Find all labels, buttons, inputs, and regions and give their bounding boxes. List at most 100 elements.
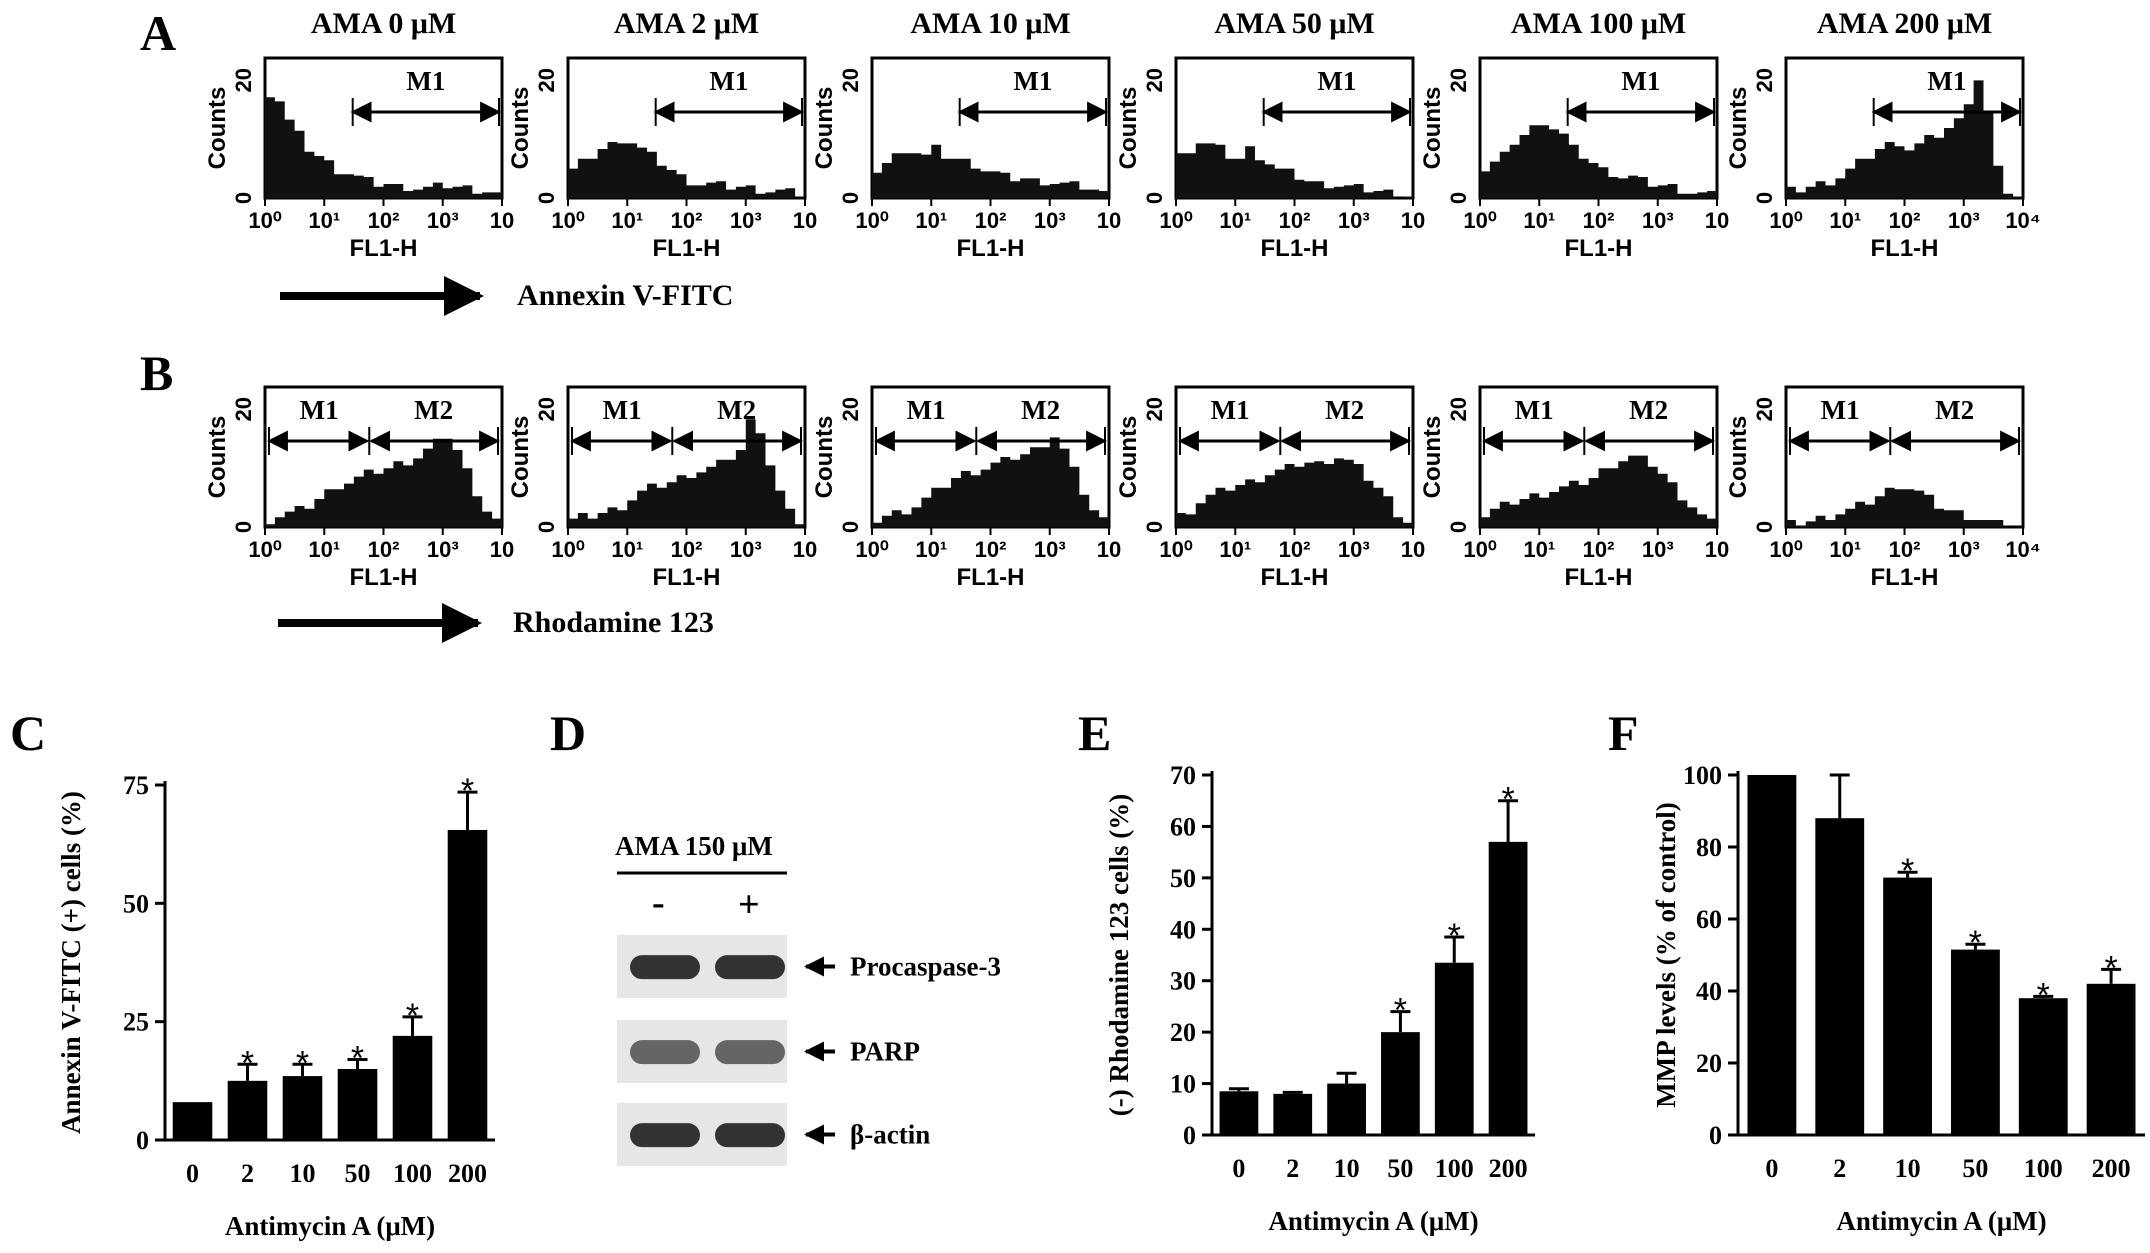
y-tick-top: 20 xyxy=(1142,397,1167,421)
histogram-fill xyxy=(1480,455,1717,527)
y-axis-label: Annexin V-FITC (+) cells (%) xyxy=(56,791,86,1134)
x-axis-label: FL1-H xyxy=(1871,235,1939,262)
y-tick-bottom: 0 xyxy=(838,192,863,204)
y-axis-label: MMP levels (% of control) xyxy=(1651,802,1681,1107)
gate-m2-label: M2 xyxy=(1325,395,1364,425)
blot-lane-plus: + xyxy=(738,884,760,926)
x-tick-label: 10² xyxy=(975,208,1007,233)
histogram-fill xyxy=(1480,125,1717,198)
x-tick-label: 50 xyxy=(345,1159,371,1188)
panel-letter-b: B xyxy=(140,345,173,401)
x-tick-label: 10 xyxy=(490,537,514,562)
y-tick-label: 0 xyxy=(1183,1121,1196,1150)
bar xyxy=(172,1102,213,1140)
bar xyxy=(1883,877,1933,1135)
y-tick-bottom: 0 xyxy=(231,521,256,533)
condition-title: AMA 2 μM xyxy=(614,7,759,40)
western-blot: AMA 150 μM - + Procaspase-3 PARP β-actin xyxy=(615,831,1001,1166)
y-tick-label: 50 xyxy=(123,889,149,918)
y-tick-label: 80 xyxy=(1696,833,1722,862)
gate-m2-label: M2 xyxy=(1021,395,1060,425)
y-tick-top: 20 xyxy=(1752,68,1777,92)
y-tick-bottom: 0 xyxy=(1752,192,1777,204)
x-tick-label: 100 xyxy=(393,1159,432,1188)
panel-letter-e: E xyxy=(1078,705,1111,761)
bar xyxy=(227,1080,268,1140)
y-tick-bottom: 0 xyxy=(1752,521,1777,533)
blot-band xyxy=(715,1040,785,1065)
x-tick-label: 10¹ xyxy=(308,208,340,233)
gate-m1-label: M1 xyxy=(1821,395,1860,425)
y-tick-label: 0 xyxy=(136,1126,149,1155)
x-tick-label: 10³ xyxy=(1642,208,1674,233)
x-tick-label: 10 xyxy=(490,208,514,233)
y-axis-label: Counts xyxy=(1725,87,1752,170)
bar xyxy=(1219,1091,1259,1135)
bar-chart-c: 0 25 50 75 0 * 2 * 10 * 50 * 100 * 200 Antimycin A (μM)… xyxy=(56,771,495,1241)
x-tick-label: 10³ xyxy=(730,208,762,233)
x-tick-label: 10¹ xyxy=(1219,537,1251,562)
y-axis-label: Counts xyxy=(1419,416,1446,499)
y-tick-bottom: 0 xyxy=(1446,192,1471,204)
band-label: Procaspase-3 xyxy=(850,952,1001,982)
gate-m1-label: M1 xyxy=(1317,66,1356,96)
blot-lane-minus: - xyxy=(652,882,665,924)
bar-chart-f: 0 20 40 60 80 100 0 2 * 10 * 50 * 100 * 200 Antimycin A … xyxy=(1651,761,2145,1236)
flow-histogram: 20 0 Counts 10⁰ 10¹ 10² 10³ 10 FL1-H M1 M2 xyxy=(1115,385,1425,591)
x-tick-label: 10² xyxy=(1889,208,1921,233)
y-axis-label: Counts xyxy=(1115,87,1142,170)
y-tick-bottom: 0 xyxy=(231,192,256,204)
y-tick-top: 20 xyxy=(838,397,863,421)
x-tick-label: 10³ xyxy=(1642,537,1674,562)
band-label: PARP xyxy=(850,1037,920,1067)
x-tick-label: 10⁰ xyxy=(1769,208,1802,233)
x-tick-label: 10⁰ xyxy=(855,537,888,562)
y-tick-top: 20 xyxy=(838,68,863,92)
y-axis-label: Counts xyxy=(204,416,231,499)
band-label: β-actin xyxy=(850,1120,930,1150)
bar xyxy=(392,1035,433,1140)
bar xyxy=(1434,962,1474,1135)
x-tick-label: 0 xyxy=(1765,1154,1778,1183)
y-axis-label: Counts xyxy=(204,87,231,170)
x-tick-label: 10³ xyxy=(730,537,762,562)
y-axis-label: (-) Rhodamine 123 cells (%) xyxy=(1104,794,1134,1116)
y-tick-bottom: 0 xyxy=(1142,192,1167,204)
panel-letter-d: D xyxy=(550,705,586,761)
blot-band xyxy=(715,955,785,980)
y-tick-label: 25 xyxy=(123,1008,149,1037)
bar xyxy=(1747,775,1797,1135)
bar-chart-e: 0 10 20 30 40 50 60 70 0 2 10 * 50 * 100 * 200 Antimycin … xyxy=(1104,761,1535,1236)
gate-m1-label: M1 xyxy=(1621,66,1660,96)
x-axis-label: FL1-H xyxy=(1871,564,1939,591)
x-tick-label: 10 xyxy=(1705,208,1729,233)
x-tick-label: 10¹ xyxy=(1523,208,1555,233)
x-tick-label: 10³ xyxy=(1948,537,1980,562)
x-tick-label: 10 xyxy=(1401,537,1425,562)
x-axis-label: Antimycin A (μM) xyxy=(1836,1206,2046,1236)
x-tick-label: 100 xyxy=(2024,1154,2063,1183)
bar xyxy=(1273,1093,1313,1135)
x-tick-label: 0 xyxy=(1232,1154,1245,1183)
y-axis-label: Counts xyxy=(811,416,838,499)
x-tick-label: 10¹ xyxy=(611,537,643,562)
x-tick-label: 10³ xyxy=(1948,208,1980,233)
blot-band xyxy=(630,955,700,980)
x-tick-label: 10³ xyxy=(427,537,459,562)
gate-m2-label: M2 xyxy=(717,395,756,425)
bar xyxy=(447,829,488,1140)
significance-star: * xyxy=(461,772,474,810)
x-tick-label: 10³ xyxy=(1338,208,1370,233)
x-tick-label: 10² xyxy=(1279,537,1311,562)
x-tick-label: 10⁴ xyxy=(2005,208,2040,233)
y-tick-bottom: 0 xyxy=(1446,521,1471,533)
x-tick-label: 50 xyxy=(1962,1154,1988,1183)
x-tick-label: 10⁰ xyxy=(248,537,281,562)
condition-title: AMA 200 μM xyxy=(1817,7,1992,40)
gate-m2-label: M2 xyxy=(414,395,453,425)
gate-m1-label: M1 xyxy=(1013,66,1052,96)
y-tick-top: 20 xyxy=(1752,397,1777,421)
histogram-fill xyxy=(568,142,805,198)
y-tick-label: 40 xyxy=(1170,915,1196,944)
histogram-fill xyxy=(1176,143,1413,198)
